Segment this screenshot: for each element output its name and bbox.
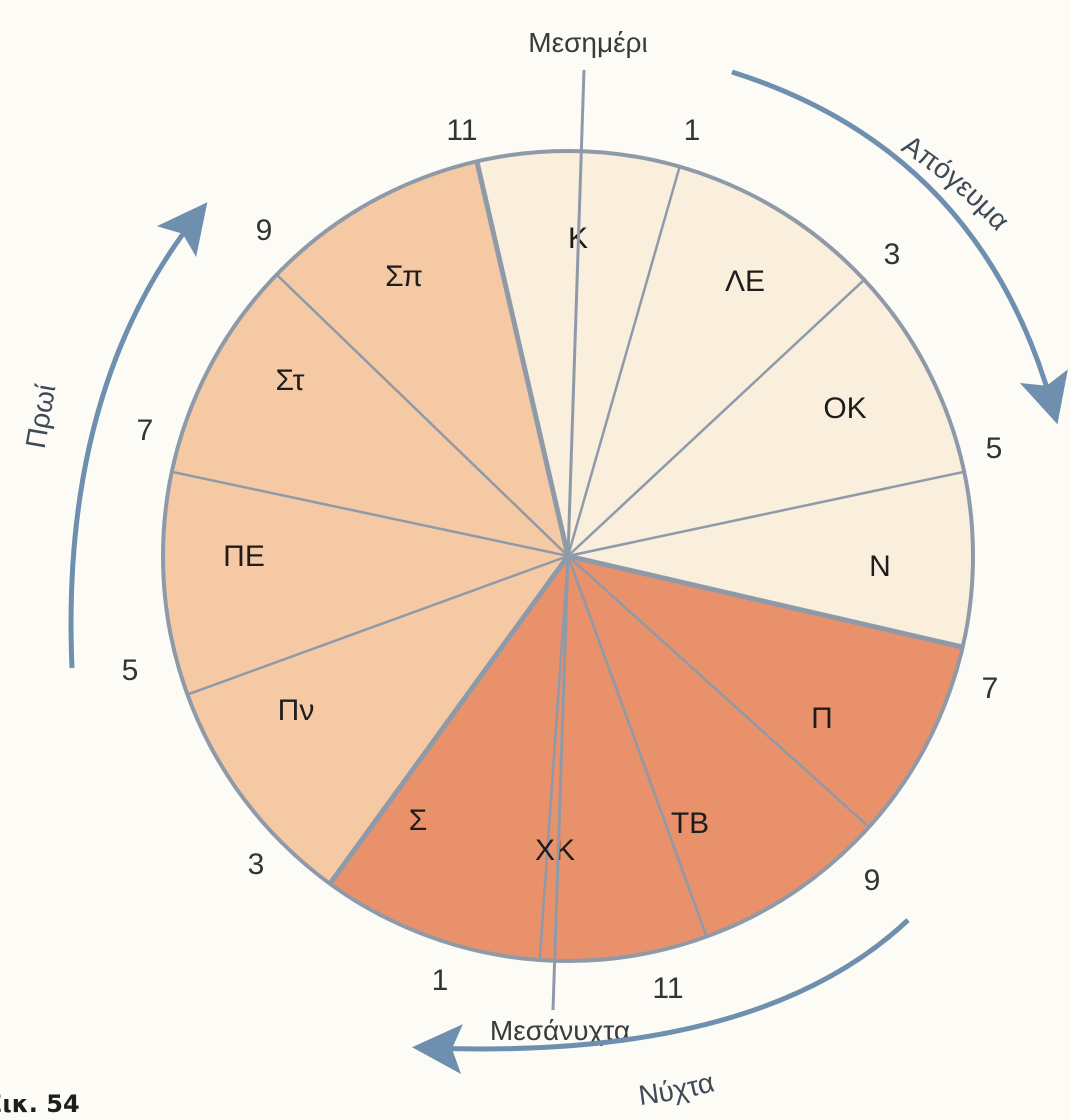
hour-label: 11 xyxy=(652,972,683,1005)
hour-label: 1 xyxy=(432,964,449,997)
divider-line xyxy=(566,166,681,557)
afternoon-arrow xyxy=(731,69,1068,425)
wedge-label: ΤΒ xyxy=(671,807,709,840)
figure-caption: Εικ. 54 xyxy=(0,1090,80,1118)
wedge-1 xyxy=(476,151,680,556)
wedge-label: Στ xyxy=(276,364,305,397)
wedge-9 xyxy=(187,556,568,884)
divider-line xyxy=(275,273,569,557)
wedge-4 xyxy=(568,471,974,648)
wedge-label: Πν xyxy=(278,694,315,727)
hour-label: 11 xyxy=(446,114,477,147)
wedge-10 xyxy=(163,471,568,695)
wedge-label: Σ xyxy=(409,804,428,837)
wedge-label: Π xyxy=(811,702,833,735)
divider-line xyxy=(567,555,870,828)
divider-lines xyxy=(171,160,965,961)
morning-arrow xyxy=(68,202,208,669)
night-arrow xyxy=(412,918,910,1075)
wedge-7 xyxy=(539,556,707,961)
noon-label: Μεσημέρι xyxy=(528,27,647,58)
hour-label: 9 xyxy=(864,864,881,897)
wedge-label: Ν xyxy=(869,550,891,583)
divider-line xyxy=(538,555,570,961)
wedge-3 xyxy=(568,279,965,556)
wedge-12 xyxy=(276,161,568,556)
diagram-rim xyxy=(161,149,975,963)
wedge-11 xyxy=(171,274,568,556)
hour-label: 3 xyxy=(248,848,265,881)
divider-line xyxy=(566,555,708,938)
wedge-label: ΠΕ xyxy=(223,540,265,573)
divider-line xyxy=(186,554,569,696)
divider-line xyxy=(567,278,866,557)
hour-label: 7 xyxy=(982,672,999,705)
wedge-labels: ΚΛΕΟΚΝΠΤΒΧΚΣΠνΠΕΣτΣπ xyxy=(223,222,891,867)
midnight-line xyxy=(551,555,570,1011)
wedge-label: Σπ xyxy=(385,260,423,293)
wedges-layer xyxy=(163,151,974,961)
wedge-8 xyxy=(329,556,568,961)
noon-line xyxy=(566,69,586,557)
divider-line xyxy=(474,160,571,557)
wedge-2 xyxy=(568,166,865,556)
wedge-5 xyxy=(568,556,963,827)
hour-label: 3 xyxy=(884,238,901,271)
night-label: Νύχτα xyxy=(637,1066,717,1111)
hour-label: 9 xyxy=(256,214,273,247)
hour-label: 7 xyxy=(137,414,154,447)
wedge-label: ΧΚ xyxy=(535,834,575,867)
hour-label: 5 xyxy=(986,432,1003,465)
wedge-label: ΛΕ xyxy=(725,265,765,298)
divider-line xyxy=(567,470,965,558)
divider-line xyxy=(567,553,964,650)
wedge-label: ΟΚ xyxy=(823,392,866,425)
divider-line xyxy=(171,470,569,558)
morning-label: Πρωί xyxy=(20,382,62,451)
wedge-6 xyxy=(568,556,869,937)
hour-label: 1 xyxy=(684,114,701,147)
divider-line xyxy=(327,554,571,886)
hour-label: 5 xyxy=(122,654,139,687)
